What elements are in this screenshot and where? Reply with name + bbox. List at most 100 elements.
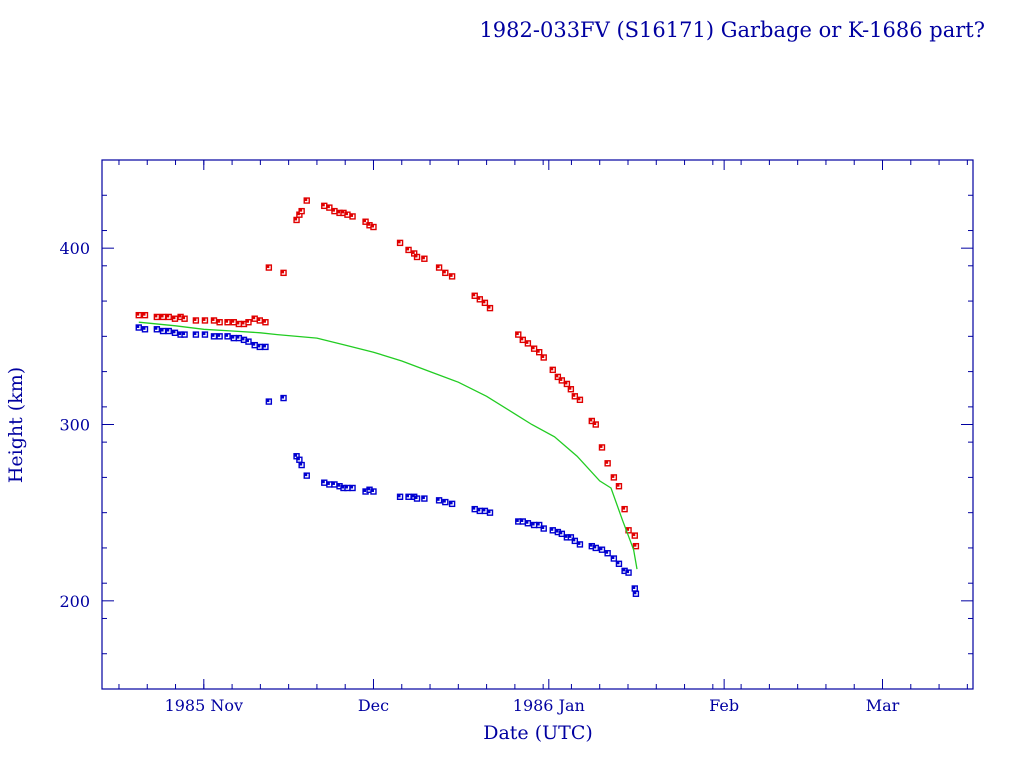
data-point-apogee <box>576 396 584 404</box>
data-point-apogee <box>515 331 522 338</box>
data-point-apogee <box>615 483 623 490</box>
marker-fill <box>241 337 245 341</box>
marker-fill <box>236 321 240 325</box>
marker-fill <box>536 522 540 526</box>
data-point-apogee <box>558 377 566 384</box>
marker-fill <box>178 332 182 336</box>
marker-fill <box>397 494 401 498</box>
data-point-apogee <box>421 255 428 262</box>
marker-fill <box>421 496 425 500</box>
data-point-apogee <box>592 421 599 428</box>
marker-fill <box>294 217 298 221</box>
data-point-perigee <box>631 585 638 592</box>
data-point-perigee <box>165 327 172 335</box>
marker-fill <box>193 317 197 321</box>
marker-fill <box>363 219 367 223</box>
marker-fill <box>304 473 308 477</box>
marker-fill <box>436 265 440 269</box>
marker-fill <box>626 527 630 531</box>
marker-fill <box>160 314 164 318</box>
marker-fill <box>202 317 206 321</box>
marker-fill <box>321 480 325 484</box>
y-tick-label: 400 <box>59 239 90 258</box>
data-point-apogee <box>621 505 628 513</box>
marker-fill <box>632 585 636 589</box>
data-point-apogee <box>604 460 611 467</box>
marker-fill <box>616 483 620 487</box>
data-point-perigee <box>486 509 494 516</box>
data-point-perigee <box>201 331 209 338</box>
data-point-perigee <box>615 560 623 568</box>
x-tick-label: Mar <box>866 696 900 715</box>
marker-fill <box>421 256 425 260</box>
marker-fill <box>411 494 415 498</box>
x-tick-label: Dec <box>358 696 389 715</box>
plot-frame <box>101 159 974 690</box>
data-point-perigee <box>540 525 547 532</box>
marker-fill <box>525 340 529 344</box>
data-point-apogee <box>588 417 595 425</box>
data-point-perigee <box>558 530 566 538</box>
data-point-apogee <box>476 296 484 303</box>
data-point-apogee <box>171 315 179 322</box>
marker-fill <box>337 210 341 214</box>
data-point-perigee <box>326 481 333 488</box>
data-point-perigee <box>135 324 142 331</box>
marker-fill <box>487 305 491 309</box>
data-point-perigee <box>181 331 188 338</box>
data-point-perigee <box>298 461 305 469</box>
marker-fill <box>326 205 330 209</box>
data-point-perigee <box>256 343 263 351</box>
data-point-perigee <box>413 495 421 502</box>
y-tick-label: 200 <box>59 592 90 611</box>
data-point-apogee <box>530 345 538 352</box>
marker-fill <box>182 332 186 336</box>
data-point-apogee <box>362 218 369 225</box>
marker-fill <box>555 529 559 533</box>
marker-fill <box>172 330 176 334</box>
marker-fill <box>211 317 215 321</box>
marker-fill <box>262 344 266 348</box>
marker-fill <box>611 556 615 560</box>
data-point-perigee <box>331 481 338 488</box>
data-point-perigee <box>224 333 231 340</box>
data-point-perigee <box>296 456 303 463</box>
data-point-apogee <box>442 269 449 277</box>
data-point-apogee <box>262 319 269 326</box>
marker-fill <box>589 418 593 422</box>
data-point-apogee <box>280 269 287 277</box>
marker-fill <box>536 349 540 353</box>
marker-fill <box>593 422 597 425</box>
marker-fill <box>611 474 615 478</box>
marker-fill <box>160 328 164 332</box>
x-tick-label: 1986 Jan <box>513 696 585 715</box>
data-point-apogee <box>396 239 404 247</box>
data-point-perigee <box>235 334 243 342</box>
data-point-apogee <box>230 319 237 326</box>
marker-fill <box>296 457 300 461</box>
data-point-perigee <box>370 488 377 495</box>
marker-fill <box>142 326 146 330</box>
data-point-perigee <box>159 327 167 335</box>
data-point-apogee <box>481 299 489 307</box>
marker-fill <box>193 332 197 336</box>
marker-fill <box>172 316 176 320</box>
marker-fill <box>178 314 182 318</box>
data-point-perigee <box>632 590 640 597</box>
marker-fill <box>626 570 630 574</box>
marker-fill <box>231 335 235 339</box>
data-point-perigee <box>153 326 161 333</box>
data-point-apogee <box>567 386 575 393</box>
data-point-perigee <box>567 534 575 541</box>
data-point-apogee <box>632 542 640 550</box>
data-point-apogee <box>265 264 273 271</box>
marker-fill <box>632 533 636 537</box>
data-point-apogee <box>571 393 579 400</box>
marker-fill <box>136 312 140 316</box>
data-point-perigee <box>265 398 273 405</box>
marker-fill <box>633 591 637 595</box>
data-point-apogee <box>181 315 188 322</box>
data-point-perigee <box>476 507 484 515</box>
marker-fill <box>531 346 535 350</box>
